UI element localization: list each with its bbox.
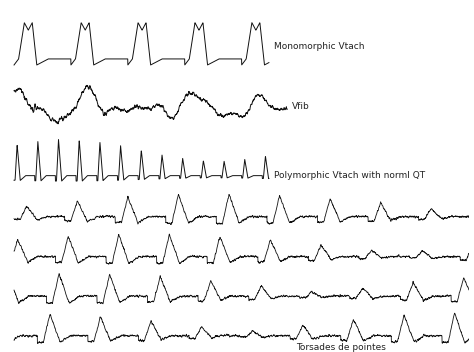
Text: Polymorphic Vtach with norml QT: Polymorphic Vtach with norml QT [273,171,425,180]
Text: Vfib: Vfib [292,102,310,112]
Text: Torsades de pointes: Torsades de pointes [296,343,386,352]
Text: Monomorphic Vtach: Monomorphic Vtach [273,42,364,51]
